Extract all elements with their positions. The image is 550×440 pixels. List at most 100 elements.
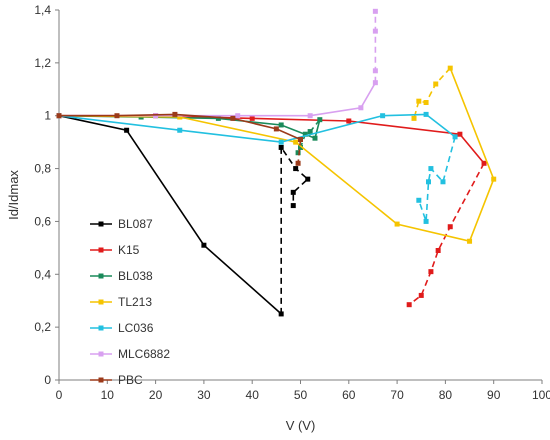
data-point <box>278 144 284 150</box>
legend-swatch-marker <box>98 273 104 279</box>
data-point <box>452 134 458 140</box>
legend-item: PBC <box>90 373 143 387</box>
data-point <box>56 113 62 119</box>
data-point <box>411 115 417 121</box>
x-tick-label: 70 <box>390 388 404 402</box>
series-layer <box>56 8 497 317</box>
legend-label: BL087 <box>118 217 153 231</box>
series-bl087 <box>56 113 311 317</box>
series-line-solid <box>59 82 377 117</box>
data-point <box>249 115 255 121</box>
series-lc036 <box>56 111 458 224</box>
series-line-solid <box>58 114 282 315</box>
data-point <box>172 111 178 117</box>
data-point <box>305 176 311 182</box>
x-tick-label: 0 <box>56 388 63 402</box>
y-tick-label: 0 <box>44 373 51 387</box>
data-point <box>418 292 424 298</box>
data-point <box>372 68 378 74</box>
data-point <box>273 126 279 132</box>
data-point <box>447 224 453 230</box>
series-mlc6882 <box>56 8 378 119</box>
data-point <box>235 113 241 119</box>
data-point <box>177 127 183 133</box>
data-point <box>372 28 378 34</box>
series-line-dashed <box>418 136 456 222</box>
y-tick-label: 1,2 <box>34 56 51 70</box>
data-point <box>372 80 378 86</box>
legend-item: LC036 <box>90 321 154 335</box>
data-point <box>433 81 439 87</box>
series-line-dashed <box>413 67 451 119</box>
data-point <box>435 248 441 253</box>
data-point <box>153 113 159 119</box>
legend-label: PBC <box>118 373 143 387</box>
data-point <box>346 118 352 124</box>
data-point <box>380 113 386 119</box>
data-point <box>290 203 296 209</box>
data-point <box>425 179 431 185</box>
data-point <box>124 127 130 133</box>
data-point <box>298 137 303 142</box>
data-point <box>278 122 284 128</box>
legend-swatch-marker <box>98 325 104 331</box>
data-point <box>278 311 284 317</box>
data-point <box>230 115 236 121</box>
data-point <box>307 129 313 135</box>
data-point <box>406 302 412 308</box>
data-point <box>201 242 207 248</box>
legend-swatch-marker <box>98 377 104 383</box>
legend-label: BL038 <box>118 269 153 283</box>
data-point <box>215 115 221 121</box>
legend-label: LC036 <box>118 321 154 335</box>
y-tick-label: 1,4 <box>34 3 51 17</box>
legend-swatch-marker <box>98 299 104 305</box>
y-axis-title: Id/Idmax <box>6 170 21 220</box>
data-point <box>423 218 429 224</box>
series-line-solid <box>58 113 456 143</box>
data-point <box>428 269 434 275</box>
legend-swatch-marker <box>98 247 104 253</box>
series-line-solid <box>58 67 495 243</box>
data-point <box>298 144 303 150</box>
legend: BL087 K15 BL038 TL213 LC036 MLC6882 PBC <box>90 217 170 387</box>
data-point <box>416 98 422 104</box>
x-tick-label: 50 <box>294 388 308 402</box>
x-tick-label: 10 <box>101 388 115 402</box>
data-point <box>307 113 313 119</box>
data-point <box>416 197 422 203</box>
legend-item: BL087 <box>90 217 153 231</box>
series-line-dashed <box>280 144 309 314</box>
data-point <box>447 65 453 71</box>
y-tick-label: 0,8 <box>34 162 51 176</box>
data-point <box>293 139 299 145</box>
legend-swatch-marker <box>98 351 104 357</box>
data-point <box>312 135 318 141</box>
data-point <box>317 117 323 123</box>
data-point <box>293 166 299 172</box>
data-point <box>372 8 378 14</box>
x-tick-label: 80 <box>439 388 453 402</box>
data-point <box>457 131 463 137</box>
data-point <box>177 114 183 120</box>
series-tl213 <box>56 65 497 244</box>
series-line-solid <box>59 113 301 141</box>
data-point <box>423 100 429 105</box>
y-tick-label: 0,6 <box>34 214 51 228</box>
data-point <box>394 221 400 227</box>
data-point <box>428 166 434 172</box>
x-axis-title: V (V) <box>286 418 316 433</box>
data-point <box>358 105 364 111</box>
x-tick-label: 20 <box>149 388 163 402</box>
x-tick-label: 30 <box>197 388 211 402</box>
legend-item: BL038 <box>90 269 153 283</box>
x-tick-label: 60 <box>342 388 356 402</box>
axes: 0 10 20 30 40 50 60 70 80 90 100 0 0,2 0,4 0,6 0,8 1 1,2 1… <box>34 3 550 402</box>
y-tick-label: 1 <box>44 109 51 123</box>
series-line-dashed <box>297 139 302 164</box>
x-tick-label: 90 <box>487 388 501 402</box>
data-point <box>481 160 487 166</box>
data-point <box>467 238 473 244</box>
